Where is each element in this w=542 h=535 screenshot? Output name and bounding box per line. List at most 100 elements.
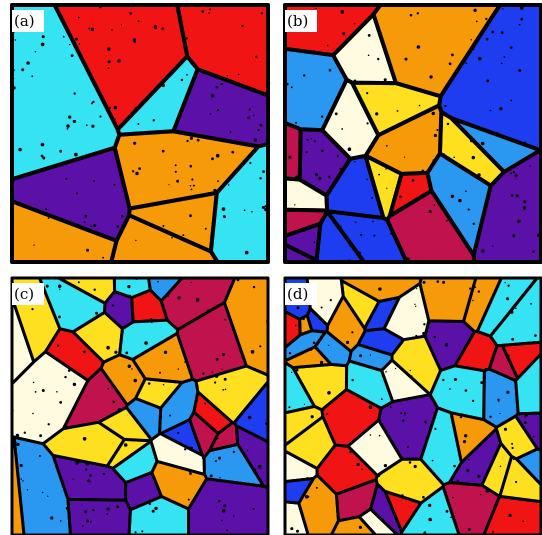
speckle (507, 285, 509, 287)
speckle (513, 171, 515, 173)
speckle (16, 442, 17, 443)
speckle (485, 368, 488, 371)
speckle (42, 35, 45, 38)
speckle (472, 156, 475, 159)
speckle (112, 304, 114, 306)
speckle (454, 378, 457, 381)
speckle (457, 480, 460, 483)
speckle (217, 109, 219, 111)
speckle (133, 40, 136, 43)
speckle (190, 137, 193, 140)
speckle (46, 285, 49, 288)
speckle (520, 6, 524, 10)
speckle (501, 63, 503, 65)
speckle (368, 55, 370, 57)
speckle (57, 345, 59, 347)
speckle (354, 23, 355, 24)
speckle (33, 244, 34, 245)
speckle (295, 122, 297, 124)
speckle (429, 75, 432, 78)
speckle (190, 282, 192, 284)
speckle (244, 209, 246, 211)
panel-label: (c) (14, 285, 34, 303)
speckle (253, 115, 254, 116)
speckle (513, 459, 514, 460)
speckle (284, 311, 286, 313)
speckle (481, 249, 484, 252)
speckle (181, 131, 184, 134)
speckle (465, 62, 467, 64)
speckle (241, 25, 243, 27)
speckle (231, 151, 234, 154)
speckle (400, 412, 402, 414)
speckle (441, 107, 442, 108)
speckle (79, 43, 80, 44)
speckle (342, 32, 345, 35)
speckle (154, 25, 157, 28)
speckle (520, 18, 523, 21)
speckle (215, 374, 219, 378)
speckle (135, 531, 137, 533)
speckle (190, 185, 192, 187)
speckle (367, 122, 369, 124)
speckle (40, 212, 42, 214)
speckle (340, 225, 342, 227)
speckle (15, 39, 17, 41)
speckle (83, 351, 86, 354)
speckle (41, 143, 45, 147)
speckle (151, 322, 152, 323)
speckle (303, 231, 305, 233)
speckle (107, 388, 109, 390)
speckle (219, 477, 220, 478)
speckle (289, 352, 291, 354)
speckle (121, 24, 122, 25)
speckle (115, 119, 116, 120)
speckle (422, 332, 425, 335)
speckle (190, 447, 193, 450)
speckle (251, 350, 255, 354)
speckle (173, 380, 176, 383)
speckle (191, 178, 193, 180)
speckle (68, 509, 70, 511)
speckle (252, 508, 254, 510)
speckle (519, 24, 521, 26)
speckle (306, 151, 308, 153)
speckle (247, 450, 249, 452)
speckle (125, 352, 128, 355)
speckle (60, 520, 62, 522)
speckle (216, 358, 219, 361)
speckle (20, 464, 23, 467)
speckle (397, 110, 399, 112)
speckle (437, 280, 440, 283)
speckle (65, 178, 67, 180)
speckle (453, 465, 456, 468)
speckle (384, 78, 387, 81)
speckle (395, 368, 396, 369)
speckle (507, 354, 509, 356)
speckle (45, 208, 47, 210)
speckle (138, 20, 140, 22)
speckle (217, 180, 219, 182)
speckle (76, 461, 79, 464)
speckle (307, 139, 309, 141)
speckle (384, 464, 387, 467)
speckle (116, 505, 119, 508)
speckle (94, 289, 96, 291)
speckle (86, 520, 89, 523)
speckle (486, 79, 489, 82)
speckle (161, 27, 164, 30)
panel-label: (d) (287, 285, 308, 303)
speckle (473, 9, 476, 12)
speckle (386, 188, 387, 189)
speckle (446, 510, 449, 513)
speckle (177, 130, 179, 132)
speckle (434, 428, 436, 430)
speckle (363, 325, 364, 326)
speckle (476, 21, 478, 23)
speckle (230, 131, 232, 133)
speckle (504, 56, 506, 58)
speckle (245, 251, 249, 255)
speckle (313, 342, 316, 345)
speckle (184, 448, 186, 450)
speckle (459, 68, 460, 69)
